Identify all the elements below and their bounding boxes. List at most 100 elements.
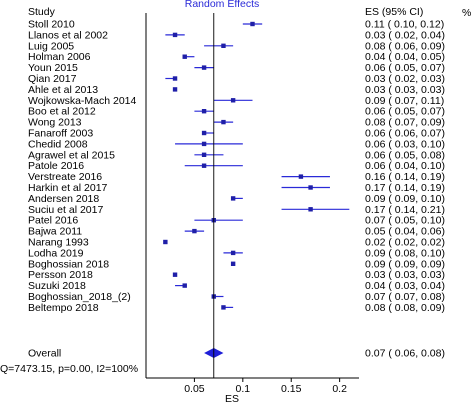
es-ci-value: 0.06 ( 0.04, 0.10) <box>365 160 445 172</box>
es-ci-value: 0.17 ( 0.14, 0.21) <box>365 204 445 216</box>
es-ci-value: 0.09 ( 0.09, 0.10) <box>365 193 445 205</box>
es-ci-value: 0.17 ( 0.14, 0.19) <box>365 182 445 194</box>
es-ci-value: 0.04 ( 0.04, 0.05) <box>365 51 445 63</box>
study-row: Wong 2013 0.08 ( 0.07, 0.09) <box>28 117 445 129</box>
study-name: Llanos et al 2002 <box>28 29 108 41</box>
study-name: Patole 2016 <box>28 160 84 172</box>
study-name: Boo et al 2012 <box>28 106 96 118</box>
effect-marker <box>182 283 187 288</box>
es-ci-value: 0.04 ( 0.03, 0.04) <box>365 280 445 292</box>
study-row: Fanaroff 2003 0.06 ( 0.06, 0.07) <box>28 128 445 140</box>
study-name: Boghossian_2018_(2) <box>28 291 131 303</box>
effect-marker <box>298 174 304 179</box>
study-row: Harkin et al 2017 0.17 ( 0.14, 0.19) <box>28 182 445 194</box>
effect-marker <box>172 87 178 92</box>
study-rows: Stoll 2010 0.11 ( 0.10, 0.12)Llanos et al… <box>28 19 445 360</box>
effect-marker <box>182 54 187 59</box>
es-ci-value: 0.06 ( 0.06, 0.07) <box>365 128 445 140</box>
x-axis-ticks: 0.05 0.1 0.15 0.2 <box>184 378 347 395</box>
study-row: Wojkowska-Mach 2014 0.09 ( 0.07, 0.11) <box>28 95 444 107</box>
study-row: Agrawel et al 2015 0.06 ( 0.05, 0.08) <box>28 149 445 161</box>
chart-title: Random Effects <box>185 0 260 10</box>
effect-marker <box>172 32 178 38</box>
study-row: Qian 2017 0.03 ( 0.02, 0.03) <box>28 73 445 85</box>
effect-marker <box>192 228 197 234</box>
overall-label: Overall <box>28 348 61 360</box>
study-row: Patel 2016 0.07 ( 0.05, 0.10) <box>28 215 445 227</box>
x-tick-label: 0.05 <box>184 383 205 395</box>
study-row: Boghossian 2018 0.09 ( 0.09, 0.09) <box>28 258 445 270</box>
es-column-header: ES (95% CI) <box>365 6 423 18</box>
study-row: Youn 2015 0.06 ( 0.05, 0.07) <box>28 62 445 74</box>
effect-marker <box>230 250 236 256</box>
study-row: Boghossian_2018_(2) 0.07 ( 0.07, 0.08) <box>28 291 445 303</box>
study-name: Stoll 2010 <box>28 19 75 31</box>
study-name: Fanaroff 2003 <box>28 128 93 140</box>
effect-marker <box>201 109 207 114</box>
study-name: Boghossian 2018 <box>28 258 109 270</box>
study-row: Boo et al 2012 0.06 ( 0.05, 0.07) <box>28 106 445 118</box>
study-name: Luig 2005 <box>28 40 74 52</box>
effect-marker <box>221 305 226 310</box>
study-row: Ahle et al 2013 0.03 ( 0.03, 0.03) <box>28 84 445 96</box>
es-ci-value: 0.08 ( 0.07, 0.09) <box>365 117 445 129</box>
x-tick-label: 0.2 <box>332 383 347 395</box>
study-name: Bajwa 2011 <box>28 226 82 238</box>
effect-marker <box>172 76 178 81</box>
es-ci-value: 0.09 ( 0.08, 0.10) <box>365 247 445 259</box>
effect-marker <box>250 21 255 27</box>
study-row: Patole 2016 0.06 ( 0.04, 0.10) <box>28 160 445 172</box>
study-row: Bajwa 2011 0.05 ( 0.04, 0.06) <box>28 226 445 238</box>
study-name: Harkin et al 2017 <box>28 182 108 194</box>
es-ci-value: 0.08 ( 0.06, 0.09) <box>365 40 445 52</box>
study-row: Narang 1993 0.02 ( 0.02, 0.02) <box>28 237 445 249</box>
es-ci-value: 0.09 ( 0.09, 0.09) <box>365 258 445 270</box>
study-name: Beltempo 2018 <box>28 302 99 314</box>
study-row: Suzuki 2018 0.04 ( 0.03, 0.04) <box>28 280 445 292</box>
es-ci-value: 0.16 ( 0.14, 0.19) <box>365 171 445 183</box>
effect-marker <box>230 98 236 103</box>
study-name: Wojkowska-Mach 2014 <box>28 95 137 107</box>
study-name: Agrawel et al 2015 <box>28 149 115 161</box>
study-row: Stoll 2010 0.11 ( 0.10, 0.12) <box>28 19 444 31</box>
study-row: Chedid 2008 0.06 ( 0.03, 0.10) <box>28 138 445 150</box>
study-row: Beltempo 2018 0.08 ( 0.08, 0.09) <box>28 302 445 314</box>
es-ci-value: 0.07 ( 0.05, 0.10) <box>365 215 445 227</box>
study-name: Verstreate 2016 <box>28 171 102 183</box>
study-name: Chedid 2008 <box>28 138 88 150</box>
study-name: Wong 2013 <box>28 117 82 129</box>
study-name: Suzuki 2018 <box>28 280 86 292</box>
es-ci-value: 0.11 ( 0.10, 0.12) <box>365 19 444 31</box>
effect-marker <box>201 141 207 147</box>
es-ci-value: 0.06 ( 0.05, 0.08) <box>365 149 445 161</box>
study-row: Llanos et al 2002 0.03 ( 0.02, 0.04) <box>28 29 445 41</box>
study-name: Persson 2018 <box>28 269 93 281</box>
study-name: Holman 2006 <box>28 51 91 63</box>
effect-marker <box>308 185 313 190</box>
es-ci-value: 0.09 ( 0.07, 0.11) <box>365 95 444 107</box>
overall-es-ci-value: 0.07 ( 0.06, 0.08) <box>365 348 445 360</box>
effect-marker <box>201 152 207 157</box>
study-row: Suciu et al 2017 0.17 ( 0.14, 0.21) <box>28 204 445 216</box>
effect-marker <box>201 163 207 168</box>
effect-marker <box>172 272 178 277</box>
es-ci-value: 0.03 ( 0.02, 0.04) <box>365 29 445 41</box>
study-row: Holman 2006 0.04 ( 0.04, 0.05) <box>28 51 445 63</box>
es-ci-value: 0.07 ( 0.07, 0.08) <box>365 291 445 303</box>
study-name: Patel 2016 <box>28 215 78 227</box>
effect-marker <box>201 130 207 136</box>
es-ci-value: 0.03 ( 0.03, 0.03) <box>365 269 445 281</box>
study-name: Andersen 2018 <box>28 193 99 205</box>
x-axis-label: ES <box>225 393 239 405</box>
x-tick-label: 0.15 <box>281 383 302 395</box>
effect-marker <box>230 196 236 201</box>
heterogeneity-stat: Q=7473.15, p=0.00, I2=100% <box>0 363 138 375</box>
study-row: Lodha 2019 0.09 ( 0.08, 0.10) <box>28 247 445 259</box>
study-name: Youn 2015 <box>28 62 78 74</box>
study-name: Ahle et al 2013 <box>28 84 98 96</box>
x-tick-label: 0.1 <box>236 383 251 395</box>
es-ci-value: 0.06 ( 0.05, 0.07) <box>365 106 445 118</box>
effect-marker <box>230 261 236 266</box>
study-name: Suciu et al 2017 <box>28 204 103 216</box>
